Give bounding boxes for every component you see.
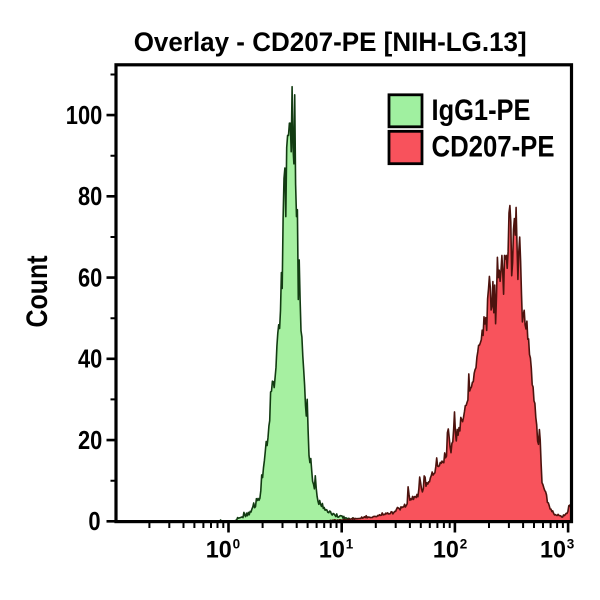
svg-text:1: 1 xyxy=(346,537,354,552)
svg-text:10: 10 xyxy=(540,536,566,563)
svg-text:Overlay - CD207-PE [NIH-LG.13]: Overlay - CD207-PE [NIH-LG.13] xyxy=(134,27,527,57)
svg-text:CD207-PE: CD207-PE xyxy=(432,131,555,164)
svg-text:0: 0 xyxy=(88,508,100,536)
svg-text:IgG1-PE: IgG1-PE xyxy=(432,94,531,127)
svg-text:10: 10 xyxy=(319,536,345,563)
svg-text:80: 80 xyxy=(78,183,102,211)
svg-text:60: 60 xyxy=(78,264,102,292)
svg-text:Count: Count xyxy=(21,256,54,328)
svg-text:20: 20 xyxy=(78,427,102,455)
svg-text:3: 3 xyxy=(567,537,575,552)
svg-text:10: 10 xyxy=(206,536,232,563)
svg-text:0: 0 xyxy=(233,537,241,552)
svg-text:100: 100 xyxy=(66,102,103,130)
svg-text:40: 40 xyxy=(78,346,102,374)
svg-text:10: 10 xyxy=(433,536,459,563)
svg-text:2: 2 xyxy=(460,537,468,552)
